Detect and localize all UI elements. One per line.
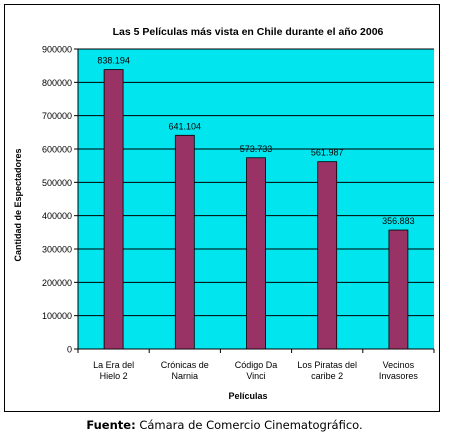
x-tick-label-line: Vecinos bbox=[383, 360, 415, 370]
chart-frame: Las 5 Películas más vista en Chile duran… bbox=[4, 4, 440, 412]
x-tick-label: La Era del Hielo 2 bbox=[93, 360, 134, 381]
data-label: 356.883 bbox=[382, 216, 415, 226]
chart-svg: Las 5 Películas más vista en Chile duran… bbox=[13, 26, 435, 401]
source-label: Fuente: bbox=[86, 418, 136, 432]
x-tick-label-line: Los Piratas del bbox=[297, 360, 357, 370]
x-tick-label: Crónicas de Narnia bbox=[161, 360, 209, 381]
data-label: 561.987 bbox=[311, 148, 344, 158]
y-tick-label: 600000 bbox=[42, 145, 72, 155]
source-note: Fuente: Cámara de Comercio Cinematográfi… bbox=[0, 418, 449, 432]
y-tick-label: 300000 bbox=[42, 245, 72, 255]
data-label: 573.733 bbox=[240, 144, 273, 154]
y-tick-label: 200000 bbox=[42, 278, 72, 288]
x-tick-label: Los Piratas del caribe 2 bbox=[297, 360, 357, 381]
y-tick-label: 0 bbox=[67, 345, 72, 355]
source-text: Cámara de Comercio Cinematográfico. bbox=[135, 418, 363, 432]
bar bbox=[388, 229, 409, 350]
x-tick-label-line: Vinci bbox=[246, 371, 265, 381]
bar bbox=[103, 69, 124, 350]
x-tick-label-line: caribe 2 bbox=[311, 371, 343, 381]
x-tick-label-line: Código Da bbox=[235, 360, 278, 370]
y-tick-label: 500000 bbox=[42, 178, 72, 188]
x-tick-label-line: Narnia bbox=[172, 371, 199, 381]
chart-title: Las 5 Películas más vista en Chile duran… bbox=[113, 26, 384, 38]
x-tick-label: Vecinos Invasores bbox=[379, 360, 419, 381]
bar bbox=[246, 157, 266, 350]
y-tick-label: 800000 bbox=[42, 78, 72, 88]
y-axis-title: Cantidad de Espectadores bbox=[13, 148, 23, 261]
x-tick-label: Código Da Vinci bbox=[235, 360, 278, 381]
x-tick-label-line: Hielo 2 bbox=[100, 371, 128, 381]
x-tick-label-line: La Era del bbox=[93, 360, 134, 370]
data-label: 838.194 bbox=[97, 56, 130, 66]
x-axis-title: Películas bbox=[228, 391, 267, 401]
bar bbox=[317, 161, 338, 350]
x-tick-label-line: Crónicas de bbox=[161, 360, 209, 370]
bar bbox=[174, 134, 195, 350]
x-tick-label-line: Invasores bbox=[379, 371, 419, 381]
data-label: 641.104 bbox=[169, 121, 202, 131]
y-tick-label: 400000 bbox=[42, 211, 72, 221]
y-tick-label: 700000 bbox=[42, 111, 72, 121]
y-tick-label: 900000 bbox=[42, 45, 72, 55]
y-tick-label: 100000 bbox=[42, 311, 72, 321]
